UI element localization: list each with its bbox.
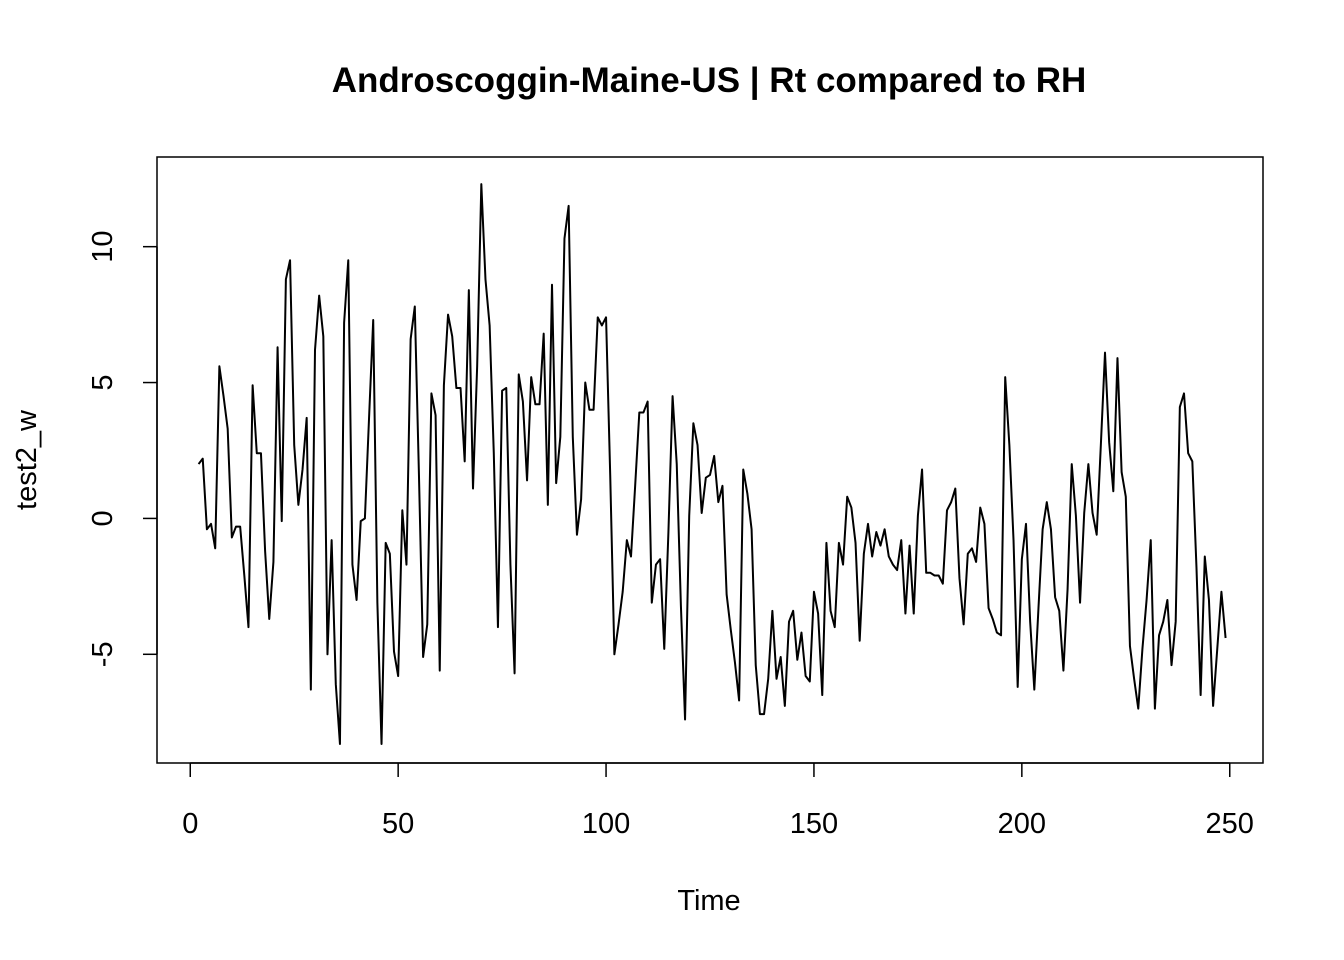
y-tick-label: -5 bbox=[87, 641, 119, 667]
x-tick-label: 150 bbox=[790, 808, 838, 840]
series-layer bbox=[197, 183, 1227, 745]
x-tick-label: 100 bbox=[582, 808, 630, 840]
x-axis-label: Time bbox=[677, 885, 740, 917]
x-tick-label: 50 bbox=[382, 808, 414, 840]
y-axis: -5 0 5 10 bbox=[87, 231, 158, 667]
chart-title: Androscoggin-Maine-US | Rt compared to R… bbox=[332, 61, 1087, 100]
y-axis-label: test2_w bbox=[11, 409, 43, 510]
y-tick-label: 0 bbox=[87, 510, 119, 526]
y-tick-label: 10 bbox=[87, 231, 119, 263]
y-tick-label: 5 bbox=[87, 374, 119, 390]
x-tick-label: 250 bbox=[1206, 808, 1254, 840]
x-axis: 0 50 100 150 200 250 bbox=[182, 762, 1254, 840]
x-tick-label: 200 bbox=[998, 808, 1046, 840]
series-line bbox=[197, 183, 1227, 745]
plot-frame bbox=[156, 156, 1264, 764]
x-tick-label: 0 bbox=[182, 808, 198, 840]
